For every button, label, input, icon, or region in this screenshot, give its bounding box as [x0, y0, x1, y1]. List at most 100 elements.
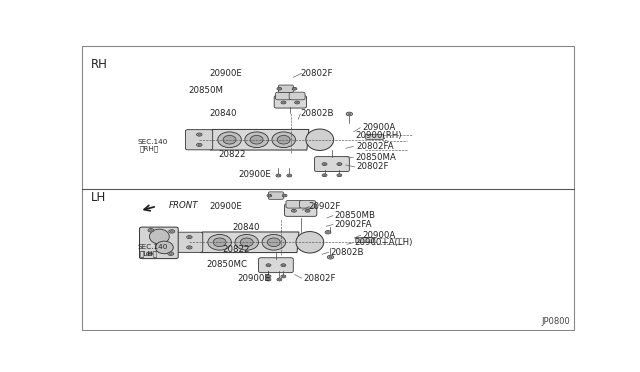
Text: 20900E: 20900E	[210, 69, 243, 78]
Circle shape	[281, 275, 286, 278]
Text: 20850M: 20850M	[189, 86, 224, 95]
FancyBboxPatch shape	[274, 96, 307, 108]
Circle shape	[266, 278, 271, 281]
FancyBboxPatch shape	[286, 201, 302, 208]
Ellipse shape	[272, 132, 296, 148]
Text: SEC.140: SEC.140	[137, 139, 168, 145]
FancyBboxPatch shape	[315, 157, 349, 171]
FancyBboxPatch shape	[269, 192, 284, 199]
Circle shape	[292, 210, 295, 211]
Circle shape	[268, 264, 269, 266]
Ellipse shape	[245, 132, 268, 148]
Circle shape	[278, 88, 280, 89]
Circle shape	[282, 102, 285, 103]
Circle shape	[188, 237, 191, 238]
Circle shape	[284, 195, 285, 196]
Circle shape	[147, 252, 152, 256]
Ellipse shape	[262, 234, 285, 250]
Circle shape	[168, 252, 173, 256]
Circle shape	[339, 163, 340, 165]
Circle shape	[305, 209, 310, 212]
Circle shape	[277, 278, 282, 281]
Text: 20850MB: 20850MB	[335, 211, 376, 220]
Text: 20822: 20822	[223, 245, 250, 254]
Circle shape	[281, 264, 286, 267]
Ellipse shape	[306, 129, 333, 150]
Text: 20900E: 20900E	[239, 170, 271, 179]
Text: SEC.140: SEC.140	[137, 244, 168, 250]
Text: （LH）: （LH）	[140, 250, 158, 257]
Text: 20902FA: 20902FA	[335, 220, 372, 229]
Circle shape	[187, 246, 192, 249]
Text: 20802F: 20802F	[301, 69, 333, 78]
Circle shape	[198, 134, 200, 135]
Circle shape	[170, 253, 172, 254]
Text: （RH）: （RH）	[140, 145, 159, 152]
Circle shape	[278, 279, 280, 280]
Text: RH: RH	[91, 58, 108, 71]
Circle shape	[294, 101, 300, 104]
Text: 20822: 20822	[218, 150, 245, 160]
Circle shape	[307, 210, 308, 211]
FancyBboxPatch shape	[300, 201, 316, 208]
Circle shape	[348, 113, 351, 115]
Ellipse shape	[277, 135, 290, 144]
FancyBboxPatch shape	[289, 92, 305, 100]
Ellipse shape	[268, 238, 280, 247]
Text: 20900E: 20900E	[210, 202, 243, 211]
FancyBboxPatch shape	[186, 130, 212, 150]
Circle shape	[198, 144, 200, 145]
Circle shape	[148, 228, 154, 232]
Text: 20902F: 20902F	[308, 202, 340, 211]
Circle shape	[322, 174, 327, 177]
Ellipse shape	[223, 135, 236, 144]
Circle shape	[296, 102, 298, 103]
Ellipse shape	[296, 231, 324, 253]
Circle shape	[266, 264, 271, 267]
Circle shape	[323, 174, 326, 176]
Circle shape	[188, 247, 191, 248]
FancyBboxPatch shape	[276, 92, 291, 100]
FancyBboxPatch shape	[259, 258, 293, 273]
Circle shape	[292, 87, 297, 90]
Circle shape	[150, 230, 152, 231]
Text: 20900A: 20900A	[363, 231, 396, 240]
Text: 20900+A(LH): 20900+A(LH)	[355, 238, 413, 247]
FancyBboxPatch shape	[140, 227, 178, 259]
Circle shape	[337, 174, 342, 177]
Circle shape	[294, 88, 296, 89]
Circle shape	[323, 163, 326, 165]
FancyBboxPatch shape	[175, 232, 203, 252]
Text: 20900(RH): 20900(RH)	[355, 131, 402, 140]
Text: 20900A: 20900A	[363, 123, 396, 132]
Ellipse shape	[208, 234, 232, 250]
Ellipse shape	[240, 238, 253, 247]
Circle shape	[187, 235, 192, 239]
Text: FRONT: FRONT	[168, 201, 198, 211]
Circle shape	[322, 163, 327, 166]
Circle shape	[276, 174, 281, 177]
Ellipse shape	[235, 234, 259, 250]
Text: 20802FA: 20802FA	[356, 142, 394, 151]
Circle shape	[291, 209, 296, 212]
Circle shape	[326, 231, 330, 233]
Text: 20840: 20840	[210, 109, 237, 118]
Circle shape	[346, 112, 353, 116]
Circle shape	[196, 133, 202, 136]
Circle shape	[287, 174, 292, 177]
Ellipse shape	[250, 135, 263, 144]
Circle shape	[329, 256, 332, 258]
FancyBboxPatch shape	[356, 237, 374, 243]
Circle shape	[268, 276, 269, 277]
Circle shape	[268, 195, 271, 196]
Circle shape	[282, 194, 287, 197]
Text: 20850MA: 20850MA	[355, 153, 396, 162]
Circle shape	[288, 175, 291, 176]
Circle shape	[277, 175, 280, 176]
Circle shape	[170, 231, 173, 232]
Text: 20850MC: 20850MC	[207, 260, 248, 269]
FancyBboxPatch shape	[285, 204, 317, 217]
Text: 20802F: 20802F	[303, 273, 336, 283]
Ellipse shape	[218, 132, 241, 148]
Ellipse shape	[150, 229, 169, 244]
